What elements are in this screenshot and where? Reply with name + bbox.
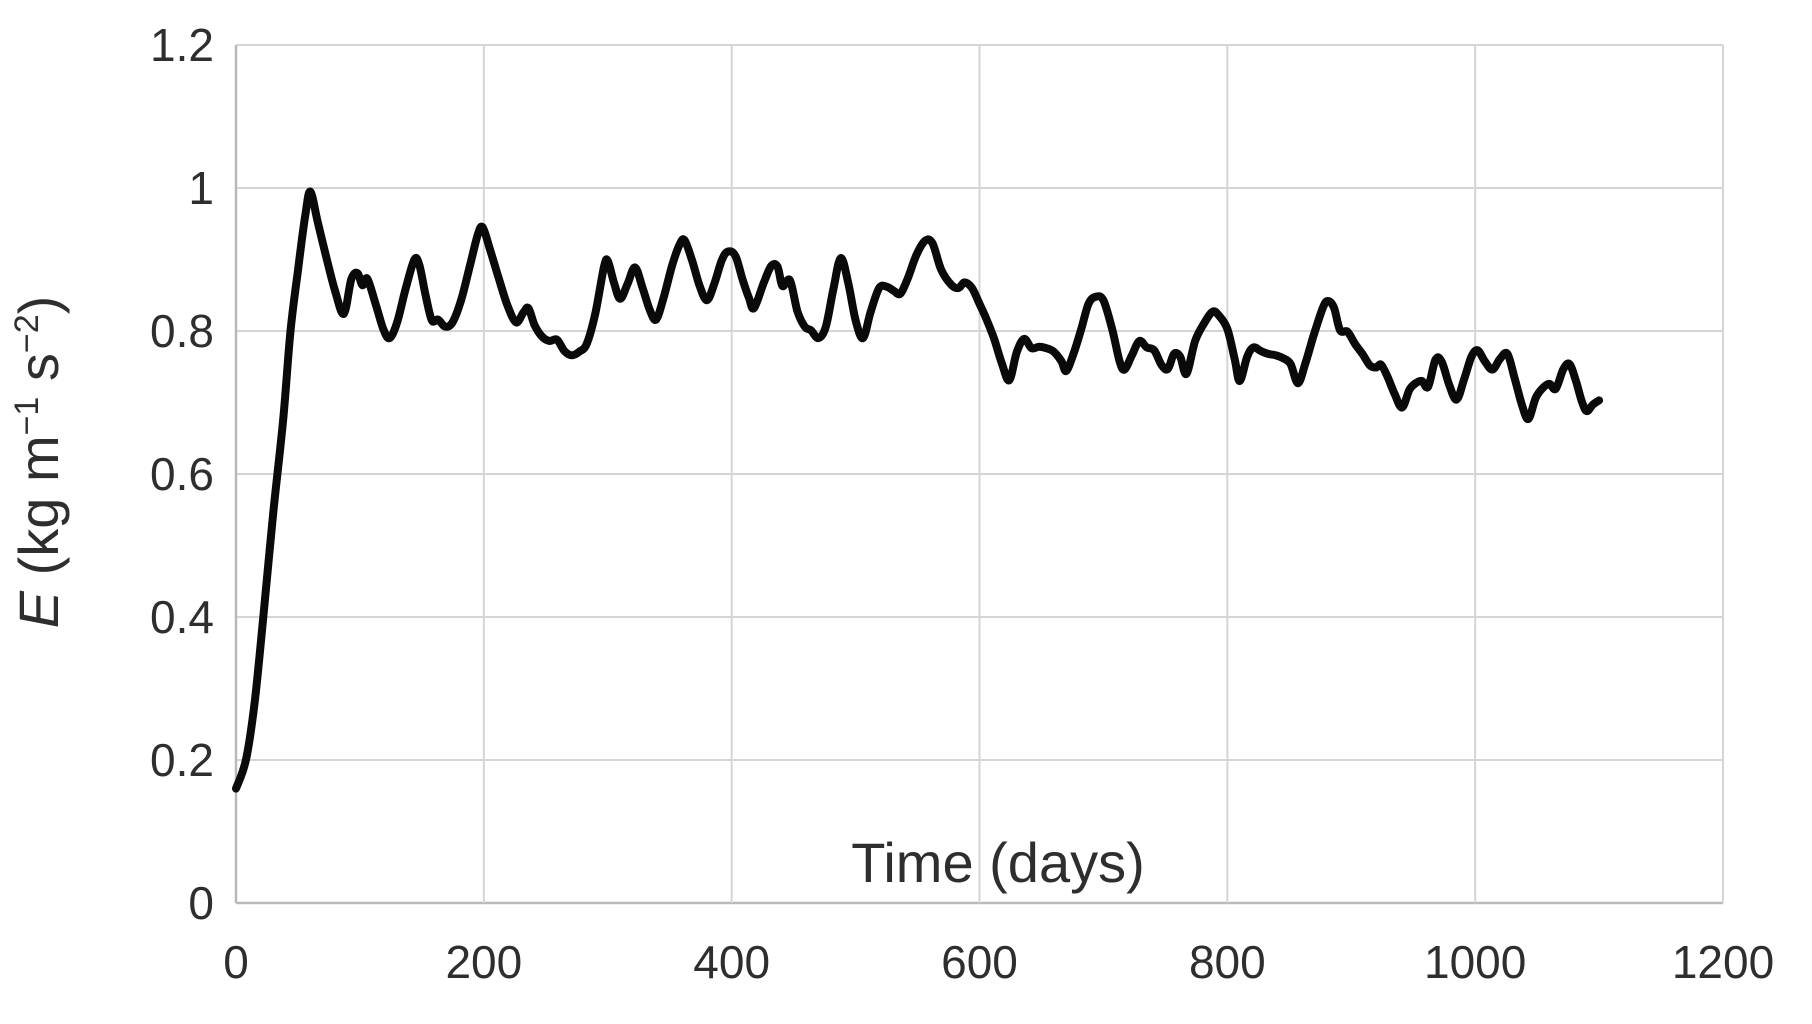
series-layer	[232, 187, 1604, 793]
y-tick-label: 0.6	[150, 448, 214, 500]
data-series-line	[232, 187, 1604, 793]
x-tick-label: 200	[445, 936, 522, 988]
tick-label-layer: 0 0.2 0.4 0.6 0.8 1 1.2 0 200 400 600 800 1000 1200	[150, 19, 1774, 988]
x-axis-title: Time (days)	[851, 831, 1145, 894]
x-tick-label: 1200	[1672, 936, 1774, 988]
x-tick-label: 800	[1189, 936, 1266, 988]
y-tick-label: 0.8	[150, 305, 214, 357]
x-tick-label: 600	[941, 936, 1018, 988]
x-tick-label: 0	[223, 936, 249, 988]
x-tick-label: 1000	[1424, 936, 1526, 988]
y-axis-title: E (kg m−1 s−2)	[7, 296, 70, 629]
y-tick-label: 0.2	[150, 734, 214, 786]
y-tick-label: 1	[188, 162, 214, 214]
y-tick-label: 0.4	[150, 591, 214, 643]
y-tick-label: 0	[188, 877, 214, 929]
grid-layer	[234, 44, 1724, 905]
y-tick-label: 1.2	[150, 19, 214, 71]
x-tick-label: 400	[693, 936, 770, 988]
